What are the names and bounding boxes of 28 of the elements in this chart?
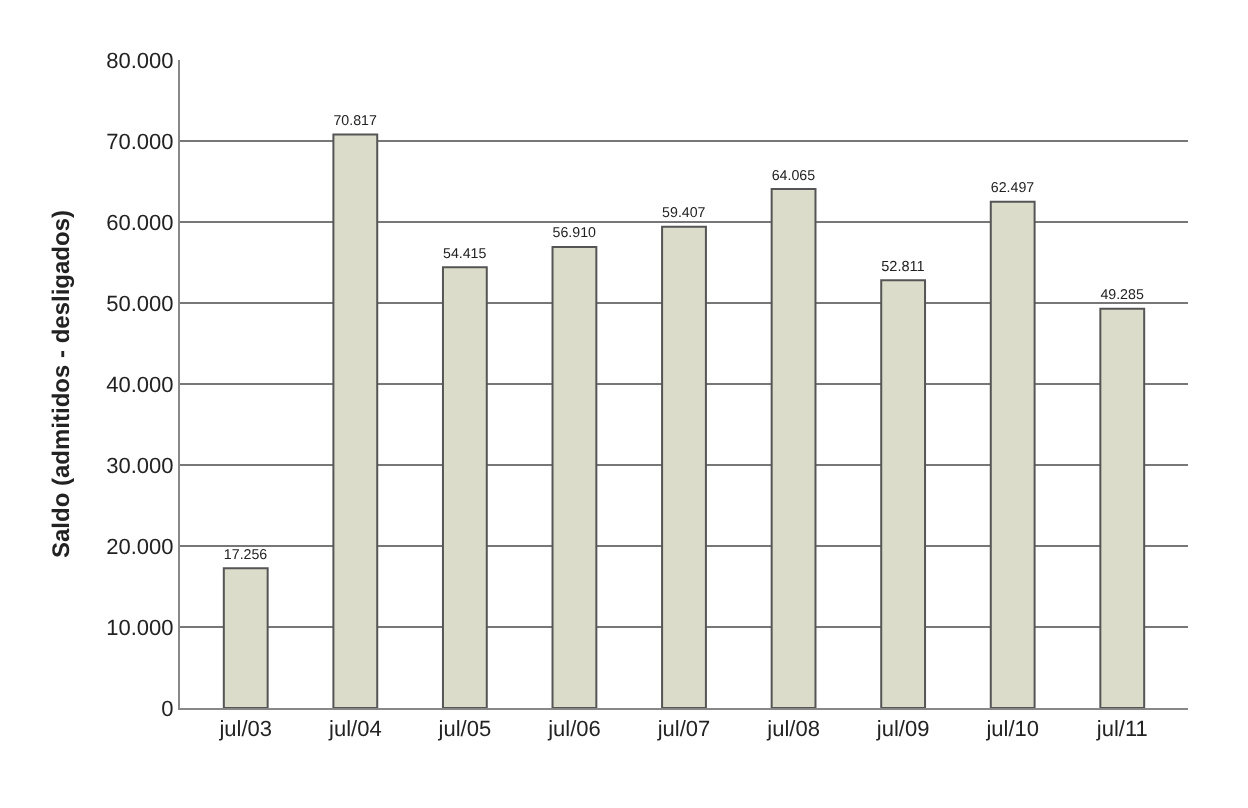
x-tick-label: jul/07 <box>655 718 711 743</box>
bar <box>880 279 927 708</box>
x-tick-label: jul/05 <box>436 718 492 743</box>
bar <box>441 266 488 708</box>
bar <box>551 246 598 708</box>
bar <box>770 188 817 708</box>
y-tick-label: 60.000 <box>106 211 174 236</box>
x-tick-label: jul/11 <box>1094 718 1148 743</box>
y-tick-label: 20.000 <box>106 535 174 560</box>
bar <box>989 200 1036 708</box>
y-tick-label: 0 <box>161 697 174 722</box>
bar <box>332 133 379 708</box>
x-tick-label: jul/03 <box>217 718 273 743</box>
bar <box>1099 307 1146 708</box>
x-tick-label: jul/08 <box>765 718 820 743</box>
y-tick-label: 80.000 <box>106 49 174 74</box>
x-tick-label: jul/09 <box>874 718 930 743</box>
y-tick-label: 40.000 <box>106 373 174 398</box>
y-tick-label: 70.000 <box>106 130 174 155</box>
x-tick-label: jul/04 <box>327 718 382 743</box>
y-tick-label: 30.000 <box>106 454 174 479</box>
bar <box>222 567 269 708</box>
x-tick-label: jul/10 <box>984 718 1039 743</box>
y-axis-title: Saldo (admitidos - desligados) <box>46 209 75 559</box>
y-tick-label: 10.000 <box>106 616 174 641</box>
y-tick-label: 50.000 <box>106 292 174 317</box>
x-tick-label: jul/06 <box>546 718 601 743</box>
bar <box>661 225 707 708</box>
